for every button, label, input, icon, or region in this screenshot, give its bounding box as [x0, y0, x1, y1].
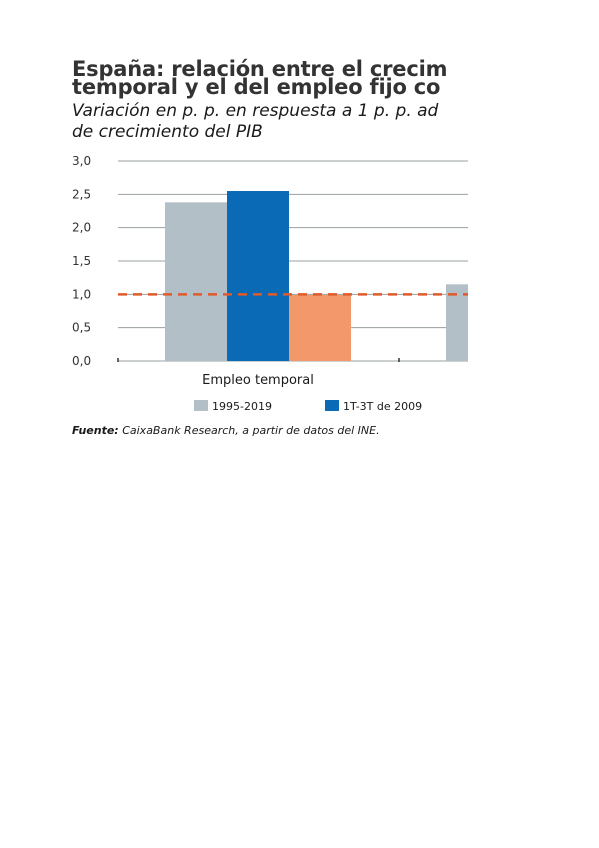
chart-subtitle-line-1: Variación en p. p. en respuesta a 1 p. p… [72, 101, 439, 121]
legend-swatch [325, 400, 339, 411]
chart-source: Fuente: CaixaBank Research, a partir de … [72, 424, 380, 437]
source-text: CaixaBank Research, a partir de datos de… [122, 424, 380, 437]
source-label: Fuente: [72, 424, 119, 437]
y-tick-label: 0,5 [72, 321, 91, 335]
y-tick-label: 2,0 [72, 221, 91, 235]
chart-title-line-1: España: relación entre el crecim [72, 57, 448, 81]
y-tick-label: 3,0 [72, 154, 91, 168]
crop-mask [468, 40, 599, 440]
y-tick-label: 2,5 [72, 187, 91, 201]
bar [227, 191, 289, 361]
y-tick-label: 1,5 [72, 254, 91, 268]
bar [165, 202, 227, 361]
legend-label: 1995-2019 [212, 400, 272, 413]
y-tick-label: 1,0 [72, 287, 91, 301]
y-tick-label: 0,0 [72, 354, 91, 368]
chart-subtitle-line-2: de crecimiento del PIB [72, 122, 263, 142]
legend-swatch [194, 400, 208, 411]
bar [289, 295, 351, 361]
category-label: Empleo temporal [202, 373, 314, 388]
chart-title-line-2: temporal y el del empleo fijo co [72, 75, 441, 99]
legend-label: 1T-3T de 2009 [343, 400, 422, 413]
